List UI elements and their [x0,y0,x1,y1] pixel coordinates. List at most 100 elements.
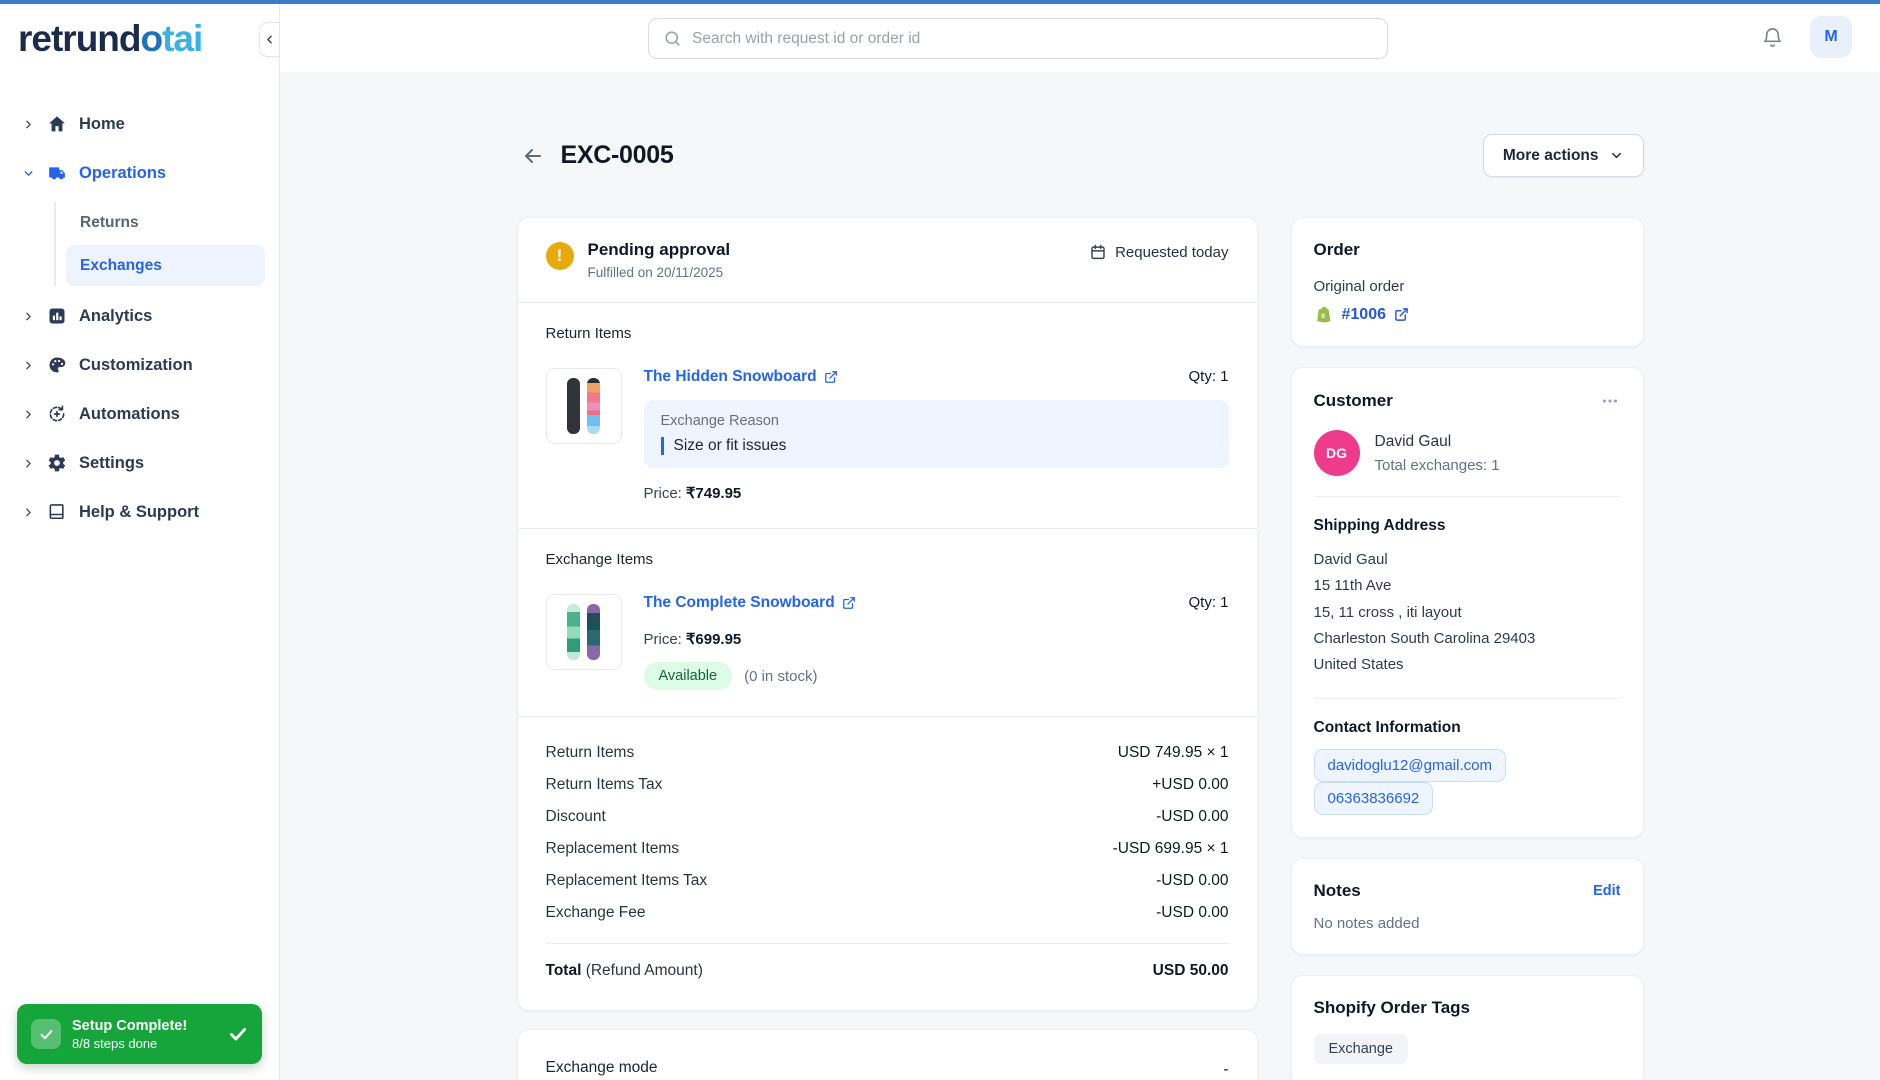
sidebar-item-home[interactable]: Home [14,104,265,144]
sidebar-item-returns[interactable]: Returns [80,213,139,231]
shopify-icon: s [1316,306,1330,323]
product-image [545,594,622,670]
status-section: ! Pending approval Fulfilled on 20/11/20… [518,218,1257,302]
page-header: EXC-0005 More actions [517,134,1644,177]
setup-complete-toast: Setup Complete! 8/8 steps done [17,1004,262,1064]
toast-title: Setup Complete! [72,1017,188,1034]
sidebar-item-settings[interactable]: Settings [14,443,265,483]
chevron-right-icon [26,410,31,418]
ellipsis-icon [1602,399,1617,403]
search-box[interactable] [648,18,1388,59]
totals-row: Return Items USD 749.95 × 1 [545,744,1229,761]
back-arrow-icon [524,148,541,163]
automations-icon [46,403,68,425]
totals-row: Discount -USD 0.00 [545,808,1229,825]
address-line: 15, 11 cross , iti layout [1313,603,1462,621]
notes-card: Notes Edit No notes added [1290,858,1644,956]
sidebar-item-label: Help & Support [79,502,200,521]
divider [517,716,1257,717]
return-product-link[interactable]: The Hidden Snowboard [644,368,838,386]
notifications-bell-icon[interactable] [1761,26,1784,52]
sidebar-item-analytics[interactable]: Analytics [14,296,265,336]
truck-icon [46,162,68,184]
operations-submenu: Returns Exchanges [54,202,265,286]
tags-card-title: Shopify Order Tags [1313,998,1471,1018]
customer-card: Customer DG David Gaul Total exchanges: … [1290,367,1644,839]
brand-logo: retrundotai [0,4,279,60]
sidebar-item-help-support[interactable]: Help & Support [14,492,265,532]
notes-card-title: Notes [1313,881,1361,901]
total-refund-row: Total (Refund Amount) USD 50.00 [545,962,1229,979]
window-accent-bar [0,0,1880,4]
chevron-down-icon [24,170,33,176]
logo-text-left: retrund [18,18,141,59]
exchange-mode-card: Exchange mode - Exchange method Rest of … [516,1029,1258,1080]
original-order-label: Original order [1313,278,1405,295]
customer-email-pill[interactable]: davidoglu12@gmail.com [1313,749,1506,783]
contact-information-title: Contact Information [1313,719,1461,737]
original-order-link[interactable]: #1006 [1342,306,1410,324]
exchange-reason-value: Size or fit issues [660,437,1212,455]
sidebar-item-operations[interactable]: Operations [14,153,265,193]
divider [545,943,1229,944]
sidebar-collapse-button[interactable] [259,22,279,57]
exchange-reason-label: Exchange Reason [660,413,780,429]
requested-date: Requested today [1089,243,1229,261]
section-title: Exchange Items [545,551,654,568]
customer-menu-button[interactable] [1599,390,1621,412]
exchange-mode-value: - [1223,1061,1229,1078]
customer-name: David Gaul [1374,432,1452,450]
return-item-qty: Qty: 1 [1188,368,1229,385]
sidebar-item-label: Customization [79,355,193,374]
order-card: Order Original order s #1006 [1290,217,1644,347]
logo-infinity-o: o [140,18,164,59]
external-link-icon [1395,308,1408,321]
address-line: 15 11th Ave [1313,577,1392,595]
divider [517,528,1257,529]
sidebar-item-label: Settings [79,453,145,472]
chevron-right-icon [26,459,31,467]
toast-confirm-check-icon[interactable] [228,1024,248,1044]
customer-total-exchanges: Total exchanges: 1 [1374,456,1500,474]
divider [1313,496,1621,497]
palette-icon [46,354,68,376]
main-content: EXC-0005 More actions ! Pending approval… [280,72,1880,1080]
exchange-item-qty: Qty: 1 [1188,594,1229,611]
totals-row: Replacement Items -USD 699.95 × 1 [545,840,1229,857]
address-line: David Gaul [1313,551,1388,568]
return-items-section: Return Items The Hidden Snowboard [518,303,1257,528]
page-title: EXC-0005 [560,141,674,169]
book-icon [46,501,68,523]
topbar: M [0,4,1880,72]
user-avatar[interactable]: M [1810,16,1852,58]
sidebar-item-automations[interactable]: Automations [14,394,265,434]
customer-card-title: Customer [1313,391,1393,410]
notes-edit-button[interactable]: Edit [1593,883,1621,900]
search-input[interactable] [692,29,1373,48]
svg-text:s: s [1320,311,1325,320]
back-button[interactable] [517,140,549,172]
chevron-down-icon [1611,152,1621,159]
chevron-right-icon [26,508,31,516]
exchange-mode-row: Exchange mode - [546,1040,1229,1080]
sidebar-item-customization[interactable]: Customization [14,345,265,385]
totals-row: Exchange Fee -USD 0.00 [545,904,1229,921]
return-item-price: Price: ₹749.95 [643,485,742,502]
sidebar-item-exchanges[interactable]: Exchanges [66,245,265,286]
exchange-detail-card: ! Pending approval Fulfilled on 20/11/20… [516,217,1258,1011]
exchange-product-link[interactable]: The Complete Snowboard [644,594,856,612]
address-line: United States [1313,656,1404,673]
customer-avatar: DG [1313,430,1360,476]
more-actions-button[interactable]: More actions [1482,134,1644,177]
exchange-reason-box: Exchange Reason Size or fit issues [643,400,1229,468]
calendar-icon [1091,244,1105,260]
sidebar-nav: Home Operations Returns Exchanges Analyt… [0,104,279,532]
sidebar-item-label: Analytics [79,306,153,325]
customer-phone-pill[interactable]: 06363836692 [1313,782,1434,816]
chevron-left-icon [267,35,272,44]
exchange-item-price: Price: ₹699.95 [643,631,742,648]
notes-empty-text: No notes added [1313,915,1420,933]
section-title: Return Items [545,325,632,342]
sidebar: retrundotai Home Operations Returns Exch… [0,4,280,1080]
analytics-icon [46,305,68,327]
